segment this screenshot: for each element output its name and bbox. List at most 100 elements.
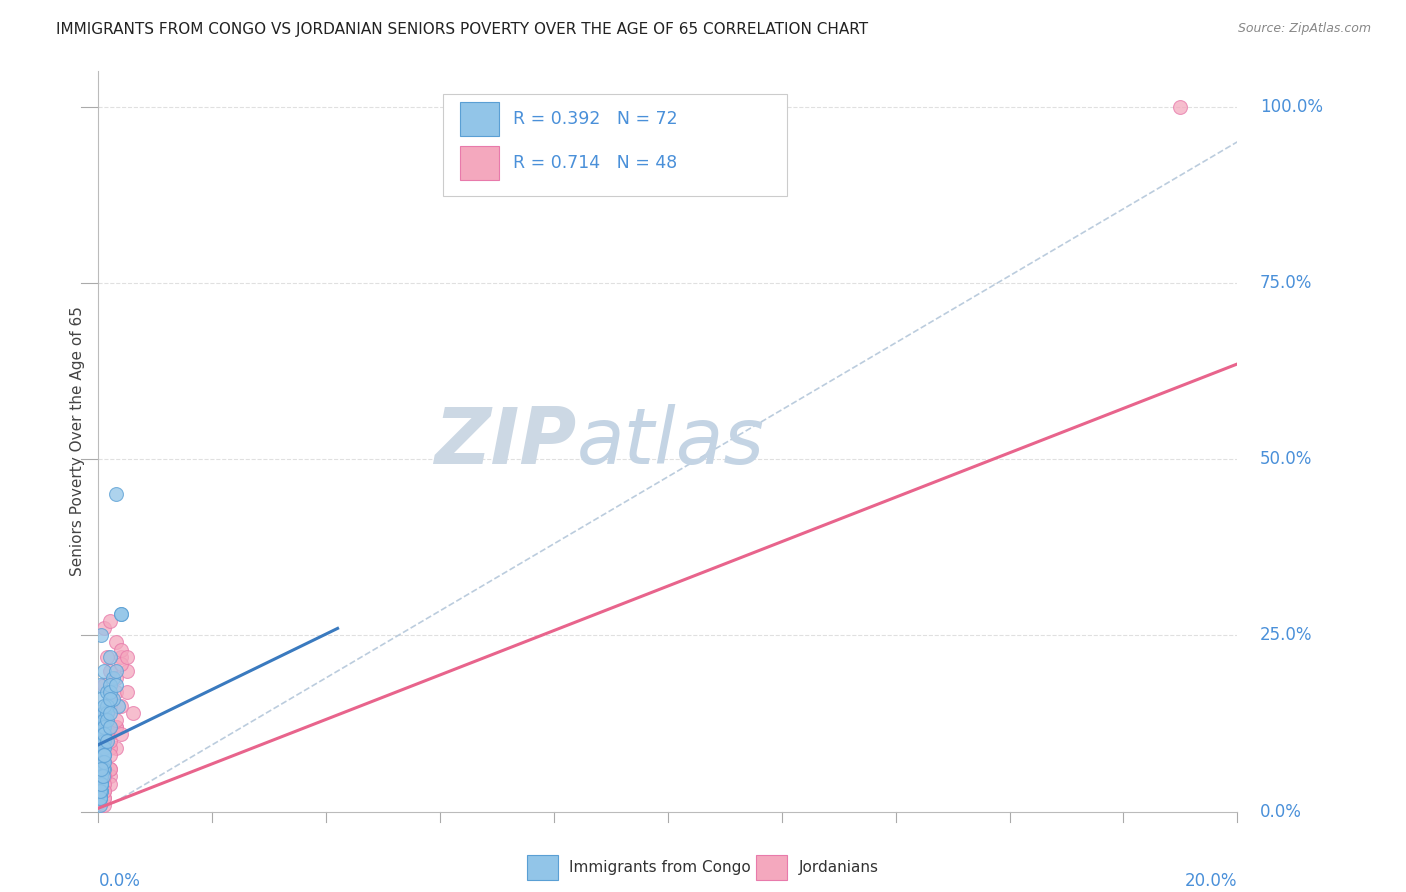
Point bbox=[98, 685, 121, 699]
Point bbox=[90, 783, 112, 797]
Text: R = 0.714   N = 48: R = 0.714 N = 48 bbox=[513, 154, 678, 172]
Text: Immigrants from Congo: Immigrants from Congo bbox=[569, 860, 751, 874]
Point bbox=[93, 748, 115, 763]
Point bbox=[115, 664, 138, 678]
Text: 75.0%: 75.0% bbox=[1260, 274, 1312, 292]
Point bbox=[89, 797, 111, 812]
Point bbox=[93, 706, 115, 720]
Point bbox=[104, 713, 127, 727]
Point bbox=[98, 692, 121, 706]
Point bbox=[89, 763, 111, 777]
Text: Source: ZipAtlas.com: Source: ZipAtlas.com bbox=[1237, 22, 1371, 36]
Point bbox=[96, 706, 118, 720]
Point bbox=[93, 713, 115, 727]
Point bbox=[98, 649, 121, 664]
Text: IMMIGRANTS FROM CONGO VS JORDANIAN SENIORS POVERTY OVER THE AGE OF 65 CORRELATIO: IMMIGRANTS FROM CONGO VS JORDANIAN SENIO… bbox=[56, 22, 869, 37]
Point bbox=[104, 671, 127, 685]
Point bbox=[93, 756, 115, 770]
Point bbox=[93, 783, 115, 797]
Point bbox=[93, 713, 115, 727]
Point bbox=[89, 783, 111, 797]
Point bbox=[90, 763, 112, 777]
Point bbox=[91, 741, 114, 756]
Point bbox=[90, 776, 112, 790]
Point bbox=[93, 720, 115, 734]
Point bbox=[98, 769, 121, 783]
Point bbox=[89, 790, 111, 805]
Point bbox=[104, 678, 127, 692]
Point bbox=[93, 797, 115, 812]
Point bbox=[110, 642, 132, 657]
Text: 0.0%: 0.0% bbox=[1260, 803, 1302, 821]
Point bbox=[110, 607, 132, 622]
Point bbox=[90, 628, 112, 642]
Point bbox=[104, 720, 127, 734]
Point bbox=[1170, 100, 1192, 114]
Point bbox=[96, 649, 118, 664]
Point bbox=[90, 727, 112, 741]
Point bbox=[93, 748, 115, 763]
Point bbox=[98, 763, 121, 777]
Point bbox=[89, 790, 111, 805]
Point bbox=[98, 720, 121, 734]
Point bbox=[98, 698, 121, 713]
Text: 20.0%: 20.0% bbox=[1185, 871, 1237, 889]
Point bbox=[98, 706, 121, 720]
Point bbox=[98, 615, 121, 629]
Text: 0.0%: 0.0% bbox=[98, 871, 141, 889]
Y-axis label: Seniors Poverty Over the Age of 65: Seniors Poverty Over the Age of 65 bbox=[69, 307, 84, 576]
Point bbox=[96, 685, 118, 699]
Point bbox=[104, 720, 127, 734]
Point bbox=[93, 756, 115, 770]
Point bbox=[93, 776, 115, 790]
Point bbox=[90, 763, 112, 777]
Text: ZIP: ZIP bbox=[434, 403, 576, 480]
Point bbox=[93, 734, 115, 748]
Point bbox=[98, 763, 121, 777]
Point bbox=[98, 692, 121, 706]
Point bbox=[107, 698, 129, 713]
Point bbox=[110, 607, 132, 622]
Point bbox=[91, 727, 114, 741]
Point bbox=[91, 763, 114, 777]
Point bbox=[93, 727, 115, 741]
Text: 25.0%: 25.0% bbox=[1260, 626, 1313, 644]
Point bbox=[93, 734, 115, 748]
Point bbox=[90, 776, 112, 790]
Point bbox=[91, 756, 114, 770]
Point bbox=[91, 706, 114, 720]
Point bbox=[96, 713, 118, 727]
Point bbox=[89, 769, 111, 783]
Point bbox=[93, 790, 115, 805]
Point bbox=[104, 635, 127, 649]
Point bbox=[90, 748, 112, 763]
Point bbox=[98, 748, 121, 763]
Point bbox=[93, 783, 115, 797]
Point bbox=[98, 734, 121, 748]
Point bbox=[89, 776, 111, 790]
Point bbox=[89, 790, 111, 805]
Point bbox=[104, 487, 127, 501]
Point bbox=[98, 776, 121, 790]
Point bbox=[90, 769, 112, 783]
Point bbox=[93, 790, 115, 805]
Point bbox=[101, 671, 124, 685]
Point bbox=[90, 692, 112, 706]
Point bbox=[90, 720, 112, 734]
Point bbox=[98, 727, 121, 741]
Point bbox=[98, 664, 121, 678]
Point bbox=[89, 678, 111, 692]
Point bbox=[110, 698, 132, 713]
Point bbox=[93, 763, 115, 777]
Point bbox=[89, 756, 111, 770]
Point bbox=[98, 741, 121, 756]
Point bbox=[110, 649, 132, 664]
Point bbox=[93, 769, 115, 783]
Point bbox=[89, 783, 111, 797]
Point bbox=[91, 769, 114, 783]
Point bbox=[104, 664, 127, 678]
Point bbox=[90, 776, 112, 790]
Point bbox=[93, 741, 115, 756]
Point bbox=[104, 741, 127, 756]
Point bbox=[93, 713, 115, 727]
